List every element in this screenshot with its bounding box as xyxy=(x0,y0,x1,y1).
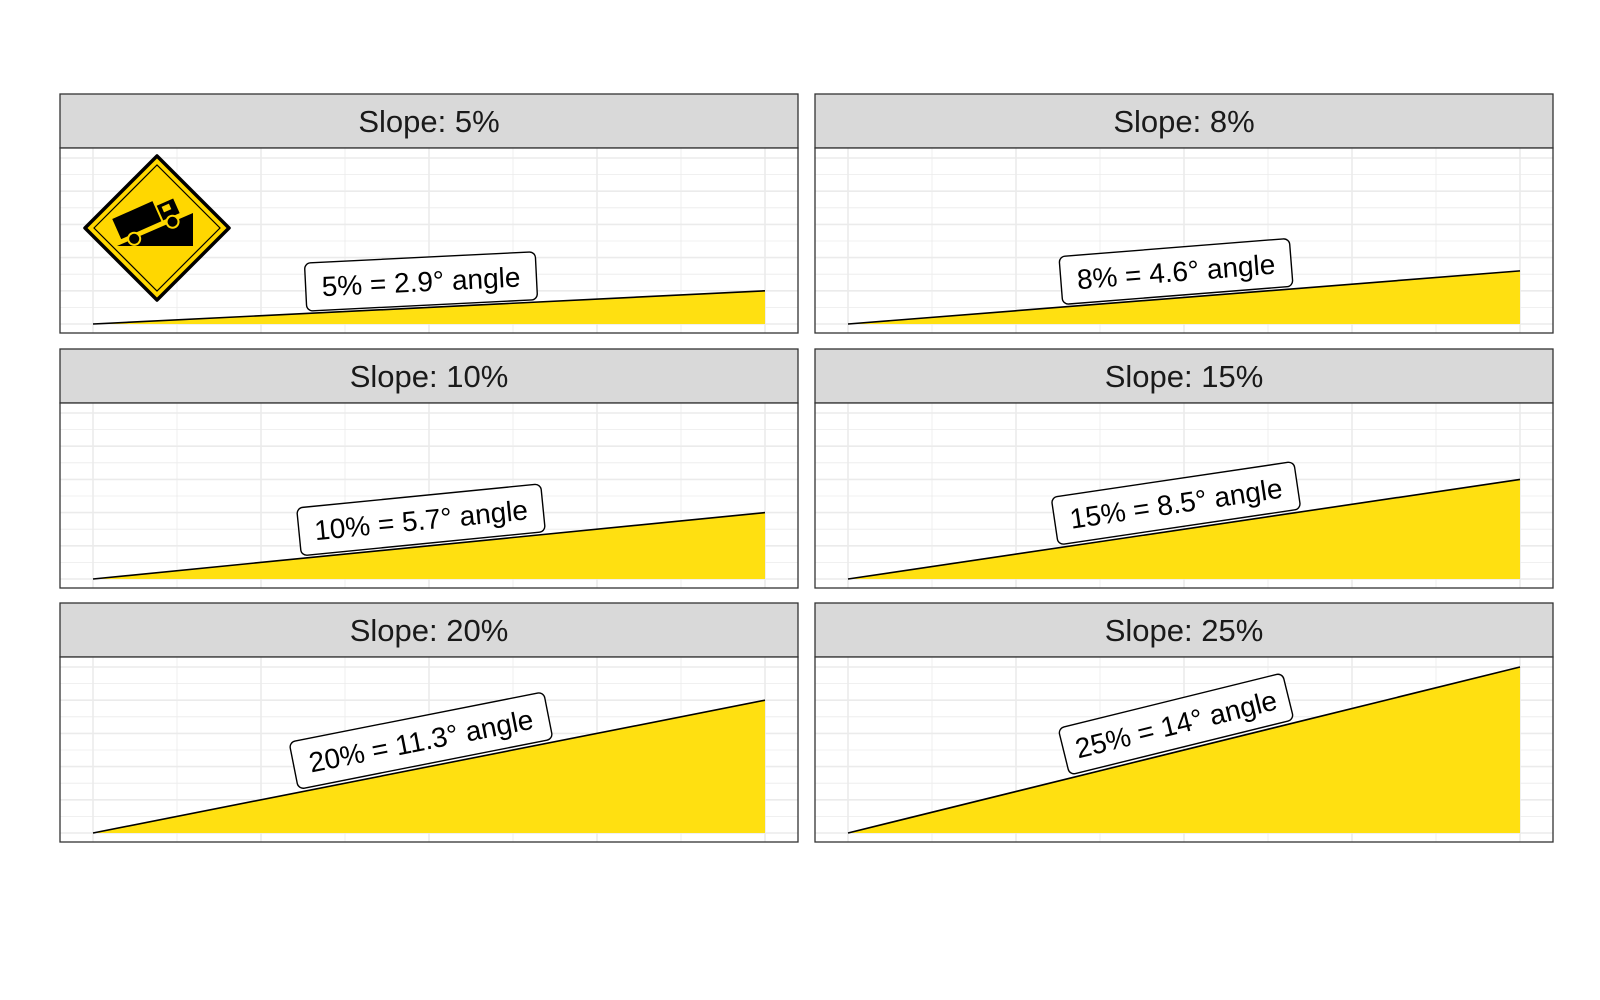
plot-border xyxy=(59,656,799,843)
facet-strip-label: Slope: 25% xyxy=(1105,613,1264,648)
sign-truck xyxy=(112,198,180,246)
truck-wheel-rear xyxy=(127,231,142,246)
facet-strip-label: Slope: 15% xyxy=(1105,359,1264,394)
slope-label-box xyxy=(304,251,538,312)
facet-panel: Slope: 10% 10% = 5.7° angle xyxy=(59,348,799,589)
slope-label-box xyxy=(1051,461,1301,545)
slope-label-box xyxy=(296,483,546,556)
facet-panel: Slope: 15%15% = 8.5° angle xyxy=(814,348,1554,589)
plot-border xyxy=(59,147,799,334)
slope-label: 5% = 2.9° angle xyxy=(304,251,538,312)
plot-border xyxy=(59,402,799,589)
plot-border xyxy=(814,656,1554,843)
facet-panel: Slope: 25%25% = 14° angle xyxy=(814,602,1554,843)
slope-label: 10% = 5.7° angle xyxy=(296,483,546,556)
facet-strip-label: Slope: 20% xyxy=(350,613,509,648)
sign-inner-border xyxy=(93,164,221,292)
facet-strip xyxy=(814,348,1554,404)
facet-strip xyxy=(59,348,799,404)
plot-border xyxy=(814,147,1554,334)
facet-panels: Slope: 5% 5% = 2.9° angle Slope: 8% 8% = 4.… xyxy=(59,93,1554,843)
plot-border xyxy=(814,402,1554,589)
facet-panel: Slope: 20%20% = 11.3° angle xyxy=(59,602,799,843)
truck-cargo xyxy=(112,201,162,240)
slope-label: 8% = 4.6° angle xyxy=(1058,238,1294,305)
slope-line xyxy=(847,666,1521,834)
facet-strip xyxy=(59,602,799,658)
warning-sign-icon xyxy=(83,154,231,302)
facet-strip-label: Slope: 5% xyxy=(358,104,499,139)
facet-strip-label: Slope: 8% xyxy=(1113,104,1254,139)
slope-label-box xyxy=(1058,238,1294,305)
slope-line xyxy=(92,511,766,580)
slope-line xyxy=(92,290,766,325)
facet-strip xyxy=(59,93,799,149)
truck-window xyxy=(161,203,172,213)
slope-label-box xyxy=(289,692,553,789)
facet-panel: Slope: 8% 8% = 4.6° angle xyxy=(814,93,1554,334)
slope-line xyxy=(92,699,766,834)
slope-label-box xyxy=(1058,673,1294,775)
truck-wheel-front xyxy=(165,214,180,229)
facet-strip xyxy=(814,602,1554,658)
facet-panel: Slope: 5% 5% = 2.9° angle xyxy=(59,93,799,334)
slope-line xyxy=(847,270,1521,325)
slope-line xyxy=(847,478,1521,580)
sign-diamond xyxy=(83,154,231,302)
facet-strip-label: Slope: 10% xyxy=(350,359,509,394)
